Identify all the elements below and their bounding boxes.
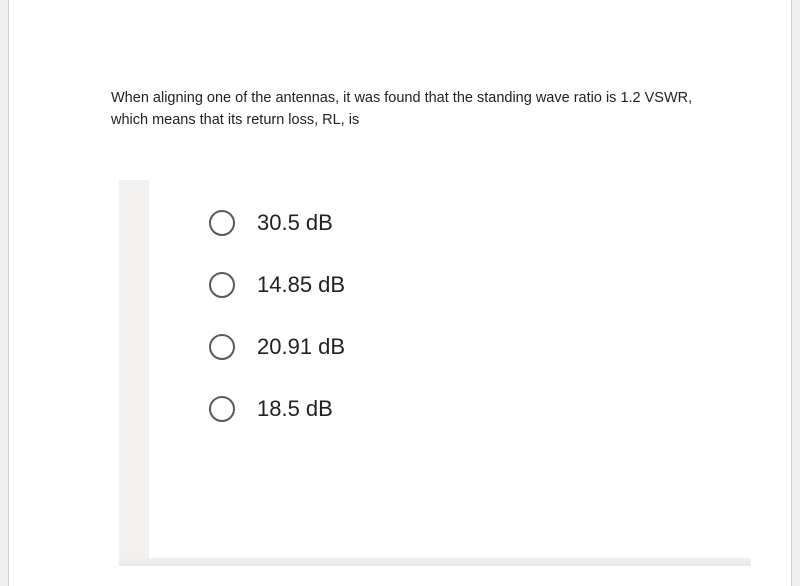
radio-icon[interactable] <box>209 334 235 360</box>
radio-icon[interactable] <box>209 396 235 422</box>
option-row[interactable]: 14.85 dB <box>209 272 345 298</box>
option-row[interactable]: 18.5 dB <box>209 396 345 422</box>
question-text: When aligning one of the antennas, it wa… <box>111 88 731 132</box>
option-row[interactable]: 30.5 dB <box>209 210 345 236</box>
left-gutter-decoration <box>119 180 149 560</box>
radio-icon[interactable] <box>209 272 235 298</box>
option-row[interactable]: 20.91 dB <box>209 334 345 360</box>
options-container: 30.5 dB 14.85 dB 20.91 dB 18.5 dB <box>119 180 751 566</box>
option-label: 30.5 dB <box>257 210 333 236</box>
option-label: 20.91 dB <box>257 334 345 360</box>
options-list: 30.5 dB 14.85 dB 20.91 dB 18.5 dB <box>209 210 345 458</box>
question-page: When aligning one of the antennas, it wa… <box>8 0 792 586</box>
bottom-gutter-decoration <box>119 558 751 566</box>
radio-icon[interactable] <box>209 210 235 236</box>
option-label: 14.85 dB <box>257 272 345 298</box>
option-label: 18.5 dB <box>257 396 333 422</box>
